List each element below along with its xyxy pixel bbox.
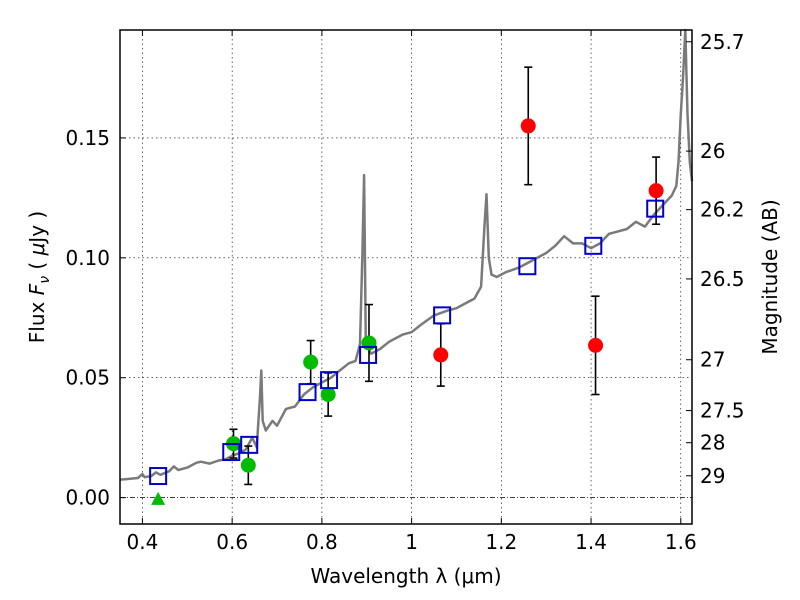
model-photometry-point bbox=[646, 199, 665, 218]
model-photometry-point bbox=[584, 236, 603, 255]
data-point bbox=[520, 118, 536, 134]
right-axis-label: Magnitude (AB) bbox=[758, 199, 782, 354]
model-spectrum bbox=[119, 28, 694, 481]
magnitude-tick-label: 26 bbox=[700, 139, 725, 163]
model-photometry-point bbox=[240, 435, 259, 454]
x-tick-label: 0.8 bbox=[306, 530, 338, 554]
x-tick-label: 0.6 bbox=[216, 530, 248, 554]
plot-frame bbox=[119, 29, 693, 525]
y-tick-label: 0.05 bbox=[65, 366, 110, 390]
data-point bbox=[361, 335, 377, 351]
model-photometry-point bbox=[518, 257, 537, 276]
x-tick-label: 1.2 bbox=[485, 530, 517, 554]
x-axis-label: Wavelength λ (μm) bbox=[310, 564, 501, 588]
x-tick-label: 1.4 bbox=[575, 530, 607, 554]
magnitude-tick-label: 28 bbox=[700, 431, 725, 455]
model-photometry-point bbox=[298, 383, 317, 402]
magnitude-tick-label: 26.2 bbox=[700, 198, 745, 222]
data-point bbox=[320, 387, 336, 403]
model-spectrum-line bbox=[119, 28, 694, 481]
model-photometry-point bbox=[359, 345, 378, 364]
upper-limit-point bbox=[151, 491, 166, 505]
model-photometry-point bbox=[320, 371, 339, 390]
model-photometry-point bbox=[433, 306, 452, 325]
magnitude-tick-label: 27.5 bbox=[700, 399, 745, 423]
data-point bbox=[240, 457, 256, 473]
tick-labels: 0.4 0.6 0.8 1 1.2 1.4 1.6 0.00 0.05 0.10 0.15 25.7 2… bbox=[65, 30, 744, 554]
x-tick-label: 1 bbox=[405, 530, 418, 554]
y-tick-label: 0.10 bbox=[65, 246, 110, 270]
ticks bbox=[120, 30, 692, 524]
magnitude-tick-label: 26.5 bbox=[700, 267, 745, 291]
magnitude-tick-label: 29 bbox=[700, 464, 725, 488]
data-markers bbox=[149, 118, 665, 505]
data-point bbox=[588, 337, 604, 353]
y-axis-label: Flux Fν ( μJy ) bbox=[25, 211, 53, 343]
x-tick-label: 1.6 bbox=[665, 530, 697, 554]
model-photometry-point bbox=[222, 443, 241, 462]
data-point bbox=[303, 354, 319, 370]
data-point bbox=[648, 183, 664, 199]
magnitude-tick-label: 27 bbox=[700, 348, 725, 372]
data-point bbox=[433, 347, 449, 363]
plot-background bbox=[120, 30, 692, 524]
magnitude-tick-label: 25.7 bbox=[700, 30, 745, 54]
y-tick-label: 0.00 bbox=[65, 486, 110, 510]
model-photometry-point bbox=[149, 467, 168, 486]
y-tick-label: 0.15 bbox=[65, 126, 110, 150]
x-tick-label: 0.4 bbox=[127, 530, 159, 554]
